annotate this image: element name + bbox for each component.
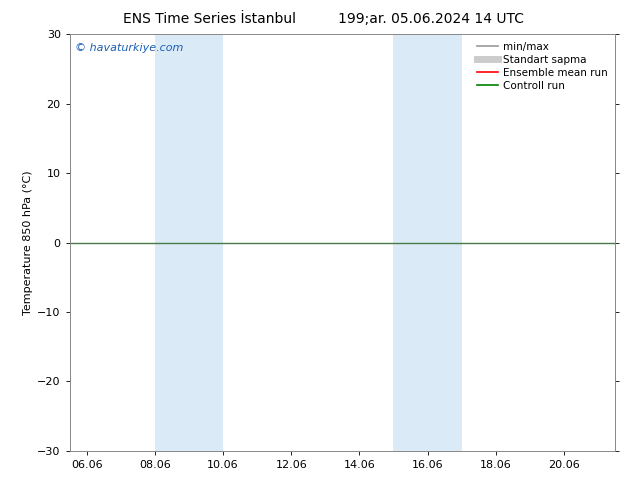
Bar	[394, 34, 427, 451]
Text: 199;ar. 05.06.2024 14 UTC: 199;ar. 05.06.2024 14 UTC	[338, 12, 524, 26]
Text: ENS Time Series İstanbul: ENS Time Series İstanbul	[123, 12, 295, 26]
Y-axis label: Temperature 850 hPa (°C): Temperature 850 hPa (°C)	[23, 170, 33, 315]
Text: © havaturkiye.com: © havaturkiye.com	[75, 43, 184, 52]
Legend: min/max, Standart sapma, Ensemble mean run, Controll run: min/max, Standart sapma, Ensemble mean r…	[473, 37, 612, 95]
Bar	[155, 34, 223, 451]
Bar	[427, 34, 462, 451]
